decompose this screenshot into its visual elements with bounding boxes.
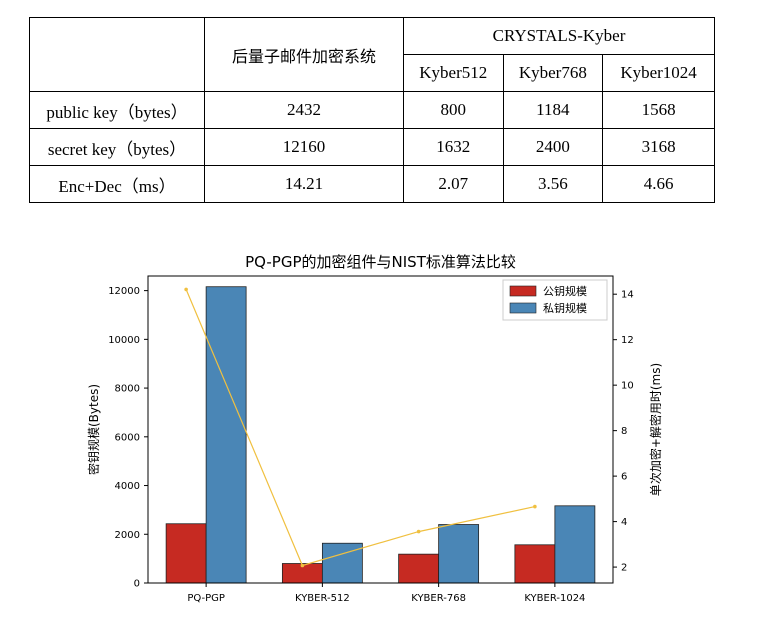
- table-cell: 3168: [602, 128, 715, 166]
- y-tick-label: 6000: [115, 432, 140, 443]
- table-subheader: Kyber768: [502, 54, 604, 92]
- bar-secret: [438, 524, 480, 584]
- y2-tick-label: 2: [621, 563, 627, 574]
- y-tick-label: 4000: [115, 481, 140, 492]
- bar-public: [514, 544, 556, 584]
- table-row: secret key（bytes） 12160 1632 2400 3168: [29, 128, 715, 166]
- table-cell: 14.21: [204, 165, 404, 203]
- time-point: [533, 504, 537, 509]
- table-cell: 2400: [502, 128, 604, 166]
- y-axis-label: 密钥规模(Bytes): [86, 384, 101, 475]
- y2-axis-label: 单次加密+解密用时(ms): [648, 363, 663, 496]
- time-point: [300, 563, 305, 568]
- y-tick-label: 0: [134, 579, 140, 590]
- chart-title: PQ-PGP的加密组件与NIST标准算法比较: [245, 253, 516, 271]
- x-tick-label: KYBER-512: [295, 593, 350, 604]
- x-tick-label: KYBER-1024: [524, 593, 585, 604]
- table-cell: 2.07: [403, 165, 504, 203]
- row-label: public key（bytes）: [29, 91, 205, 129]
- table-header-main: 后量子邮件加密系统: [204, 17, 404, 92]
- bar-line-chart: PQ-PGP的加密组件与NIST标准算法比较 0 2000 4000 6000 8000 1…: [86, 253, 663, 604]
- table-row: public key（bytes） 2432 800 1184 1568: [29, 91, 715, 129]
- table-subheader: Kyber512: [403, 54, 504, 92]
- time-point: [416, 529, 421, 534]
- table-corner-cell: [29, 17, 205, 92]
- y-tick-label: 10000: [108, 335, 140, 346]
- y2-tick-label: 10: [621, 381, 634, 392]
- legend-label: 公钥规模: [543, 284, 587, 298]
- x-tick-label: PQ-PGP: [187, 593, 225, 604]
- row-label: secret key（bytes）: [29, 128, 205, 166]
- bar-secret: [554, 505, 596, 584]
- legend-label: 私钥规模: [543, 301, 587, 315]
- x-tick-label: KYBER-768: [411, 593, 466, 604]
- y-tick-label: 12000: [108, 286, 140, 297]
- table-cell: 12160: [204, 128, 404, 166]
- comparison-table: 后量子邮件加密系统 CRYSTALS-Kyber Kyber512 Kyber7…: [29, 17, 715, 203]
- time-point: [184, 287, 188, 292]
- bar-public: [165, 523, 207, 584]
- table-cell: 1632: [403, 128, 504, 166]
- table-cell: 1568: [602, 91, 715, 129]
- plot-frame: [147, 275, 614, 584]
- table-cell: 3.56: [502, 165, 604, 203]
- bar-public: [398, 553, 440, 584]
- y-tick-label: 8000: [115, 384, 140, 395]
- time-line: [185, 289, 536, 567]
- legend-swatch: [509, 302, 537, 314]
- y2-tick-label: 4: [621, 517, 627, 528]
- y2-tick-label: 12: [621, 335, 634, 346]
- table-subheader: Kyber1024: [602, 54, 715, 92]
- table-cell: 800: [403, 91, 504, 129]
- bar-secret: [205, 286, 247, 584]
- row-label: Enc+Dec（ms）: [29, 165, 205, 203]
- y2-tick-label: 14: [621, 290, 634, 301]
- y-tick-label: 2000: [115, 530, 140, 541]
- table-cell: 4.66: [602, 165, 715, 203]
- y2-tick-label: 8: [621, 426, 627, 437]
- legend-swatch: [509, 285, 537, 297]
- table-cell: 1184: [502, 91, 604, 129]
- table-cell: 2432: [204, 91, 404, 129]
- table-header-group: CRYSTALS-Kyber: [403, 17, 715, 55]
- y2-tick-label: 6: [621, 472, 627, 483]
- table-row: Enc+Dec（ms） 14.21 2.07 3.56 4.66: [29, 165, 715, 203]
